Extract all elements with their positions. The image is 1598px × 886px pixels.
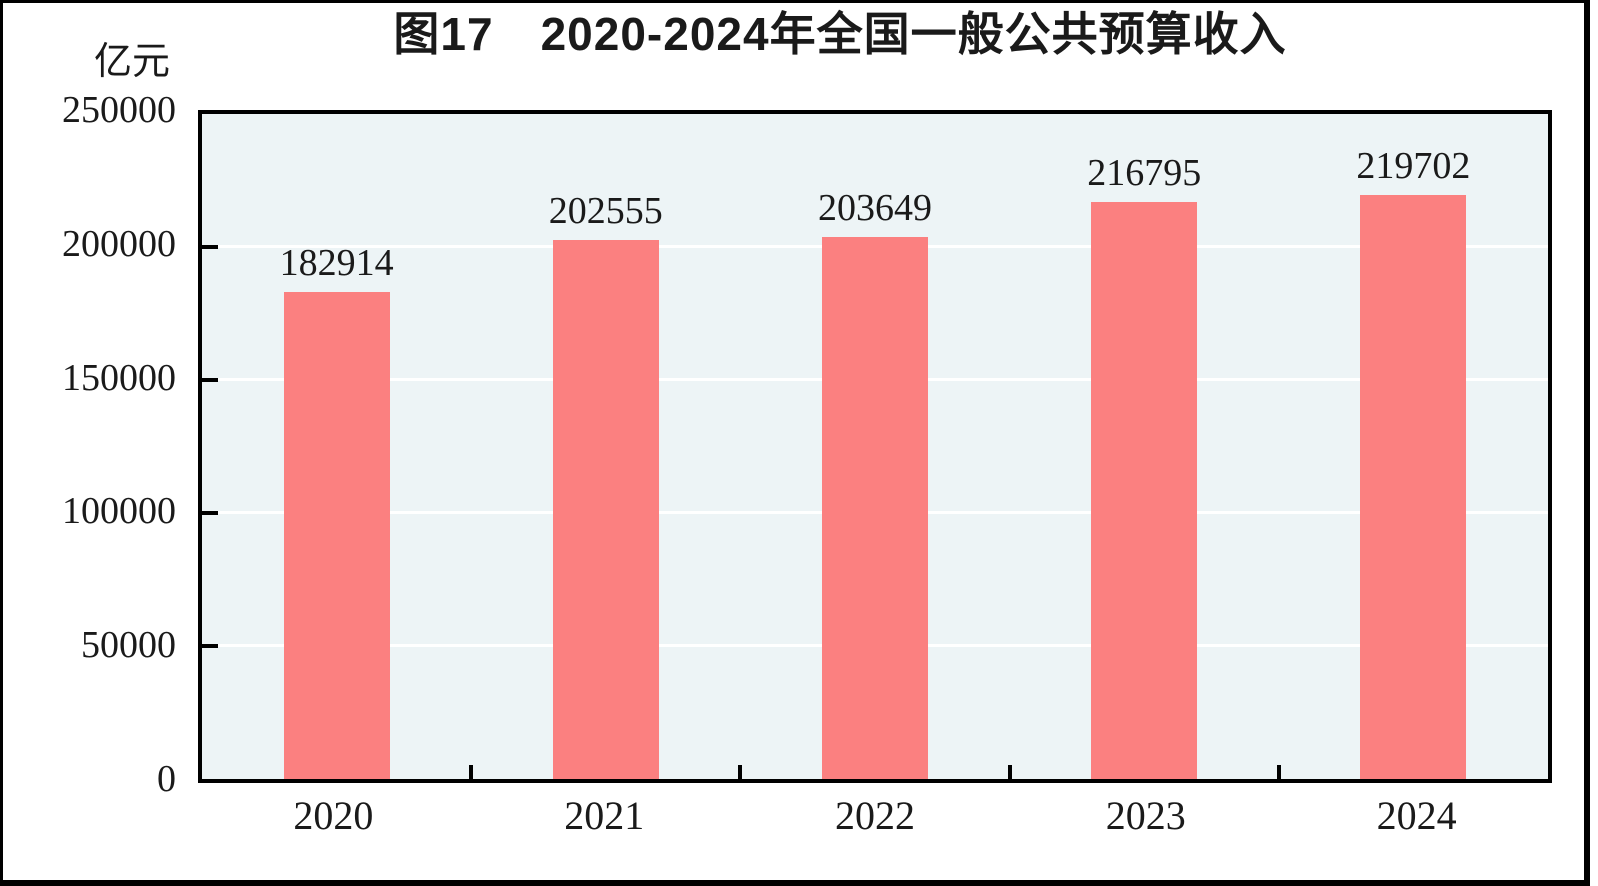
y-axis-unit-label: 亿元 — [93, 41, 170, 83]
x-axis-tick-label: 2023 — [1105, 793, 1186, 838]
bar-value-label: 216795 — [1087, 152, 1202, 195]
bar-value-label: 219702 — [1356, 144, 1471, 187]
bar-value-label: 182914 — [279, 242, 394, 285]
x-axis-tick — [738, 765, 743, 779]
y-axis-tick — [202, 644, 218, 648]
x-axis-tick — [469, 765, 474, 779]
x-axis-tick-label: 2022 — [835, 793, 915, 838]
x-axis-tick-label: 2021 — [564, 793, 645, 838]
y-axis-tick-label: 50000 — [81, 624, 176, 667]
y-axis-tick-label: 200000 — [62, 222, 176, 265]
y-axis: 0 50000 100000 150000 200000 250000 — [0, 0, 176, 886]
bar — [1360, 194, 1467, 779]
x-axis-tick — [1007, 765, 1012, 779]
bar-value-label: 203649 — [818, 187, 932, 230]
bar-value-label: 202555 — [548, 190, 663, 233]
x-axis-tick-label: 2024 — [1376, 793, 1457, 838]
y-axis-tick-label: 0 — [157, 758, 176, 800]
x-axis: 2020 2021 2022 2023 2024 — [0, 793, 1598, 843]
bar — [822, 237, 928, 779]
y-axis-tick-label: 100000 — [62, 490, 176, 533]
bar — [283, 292, 390, 779]
y-axis-tick — [202, 245, 218, 249]
bar — [552, 240, 659, 779]
y-axis-tick — [202, 511, 218, 515]
x-axis-tick-label: 2020 — [293, 793, 374, 838]
y-axis-tick-label: 150000 — [62, 356, 176, 399]
plot-area: 182914 202555 203649 216795 219702 — [198, 110, 1552, 783]
chart-title: 图17 2020-2024年全国一般公共预算收入 — [393, 8, 1287, 60]
y-axis-tick — [202, 378, 218, 382]
x-axis-tick — [1276, 765, 1281, 779]
y-axis-tick-label: 250000 — [62, 89, 176, 131]
bar — [1091, 202, 1198, 779]
